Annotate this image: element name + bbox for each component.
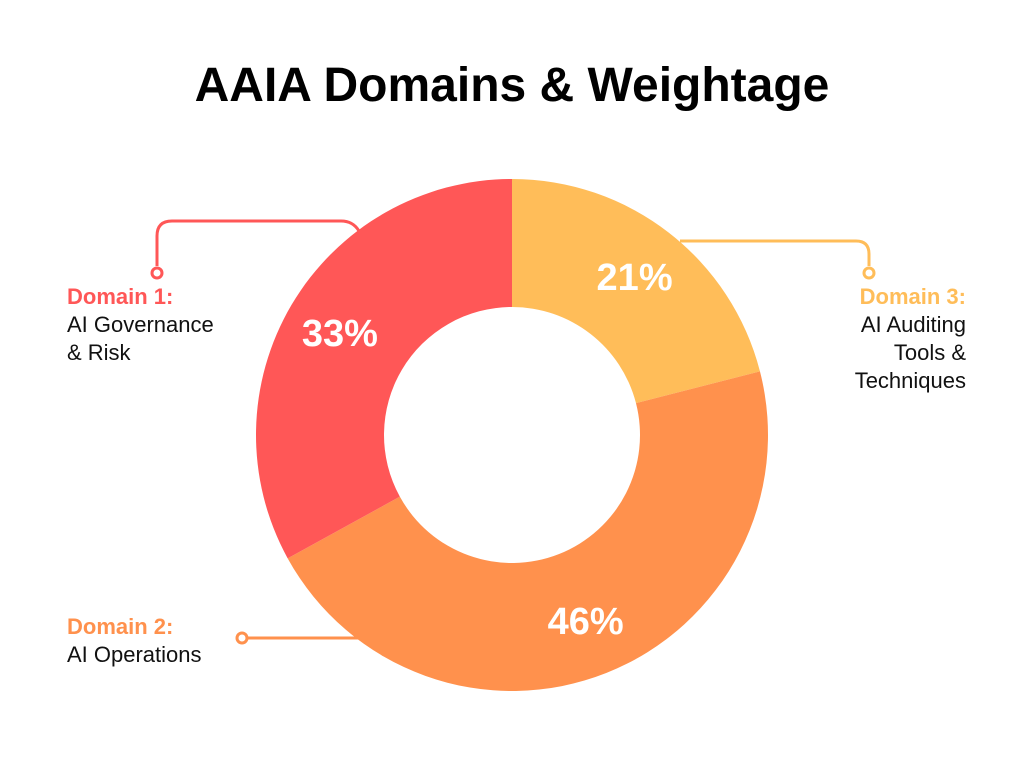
domain-2-heading: Domain 2:: [67, 614, 174, 639]
leader-dot-domain-1: [150, 266, 164, 280]
donut-slice: [512, 179, 760, 404]
slice-value-label: 21%: [597, 257, 673, 299]
leader-line-domain-3: [680, 239, 871, 266]
leader-dot-domain-2: [235, 631, 249, 645]
domain-1-text: AI Governance: [67, 312, 214, 337]
domain-3-heading: Domain 3:: [859, 284, 966, 309]
domain-1-heading: Domain 1:: [67, 284, 174, 309]
slice-value-label: 46%: [548, 601, 624, 643]
legend-domain-2: Domain 2: AI Operations: [67, 613, 202, 669]
legend-domain-1: Domain 1: AI Governance & Risk: [67, 283, 214, 367]
leader-line-domain-1: [155, 219, 361, 266]
legend-domain-3: Domain 3: AI Auditing Tools & Techniques: [855, 283, 966, 395]
leader-dot-domain-3: [862, 266, 876, 280]
domain-3-text: AI Auditing: [860, 312, 966, 337]
domain-3-text: Tools &: [893, 340, 966, 365]
donut-slice: [287, 371, 768, 691]
chart-title: AAIA Domains & Weightage: [194, 59, 830, 112]
domain-1-text: & Risk: [67, 340, 131, 365]
domain-3-text: Techniques: [854, 368, 966, 393]
slice-value-label: 33%: [302, 313, 378, 355]
domain-2-text: AI Operations: [67, 642, 202, 667]
donut-slice: [256, 179, 512, 559]
